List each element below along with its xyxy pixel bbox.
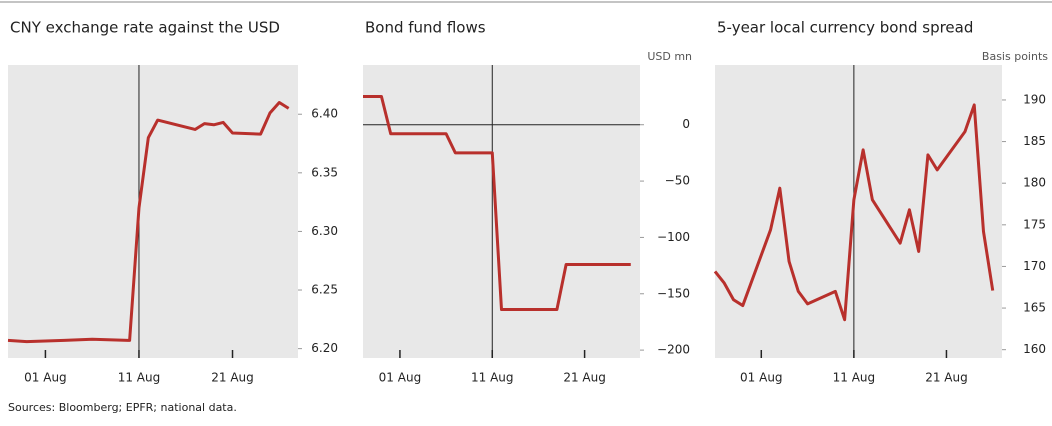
y-tick-label: 160 xyxy=(1023,342,1046,356)
y-tick-label: −50 xyxy=(665,174,690,188)
y-axis-label: Basis points xyxy=(982,50,1048,63)
plot-area xyxy=(363,65,640,358)
y-tick-label: 165 xyxy=(1023,301,1046,315)
y-tick-label: 0 xyxy=(682,117,690,131)
y-tick-label: 6.25 xyxy=(311,283,338,297)
x-tick-label: 01 Aug xyxy=(379,371,422,385)
y-tick-label: −150 xyxy=(657,286,690,300)
panel-title: 5-year local currency bond spread xyxy=(717,19,973,37)
x-tick-label: 11 Aug xyxy=(471,371,514,385)
x-tick-label: 21 Aug xyxy=(563,371,606,385)
plot-area xyxy=(8,65,298,358)
x-tick-label: 11 Aug xyxy=(118,371,161,385)
x-tick-label: 11 Aug xyxy=(833,371,876,385)
y-tick-label: 6.35 xyxy=(311,165,338,179)
panel-title: CNY exchange rate against the USD xyxy=(10,19,280,37)
y-tick-label: 170 xyxy=(1023,259,1046,273)
panel-title: Bond fund flows xyxy=(365,19,486,37)
data-line xyxy=(7,101,290,344)
y-tick-label: 185 xyxy=(1023,134,1046,148)
y-tick-label: 190 xyxy=(1023,92,1046,106)
x-tick-label: 01 Aug xyxy=(24,371,67,385)
y-tick-label: −100 xyxy=(657,230,690,244)
x-tick-label: 01 Aug xyxy=(740,371,783,385)
x-tick-label: 21 Aug xyxy=(211,371,254,385)
y-tick-label: 6.20 xyxy=(311,341,338,355)
y-tick-label: 175 xyxy=(1023,217,1046,231)
y-tick-label: −200 xyxy=(657,343,690,357)
x-tick-label: 21 Aug xyxy=(925,371,968,385)
y-tick-label: 6.30 xyxy=(311,224,338,238)
footer: Sources: Bloomberg; EPFR; national data. xyxy=(8,401,237,414)
data-line xyxy=(713,103,995,322)
plot-area xyxy=(715,65,1002,358)
data-line xyxy=(363,95,631,312)
y-axis-label: USD mn xyxy=(647,50,692,63)
y-tick-label: 6.40 xyxy=(311,107,338,121)
y-tick-label: 180 xyxy=(1023,176,1046,190)
